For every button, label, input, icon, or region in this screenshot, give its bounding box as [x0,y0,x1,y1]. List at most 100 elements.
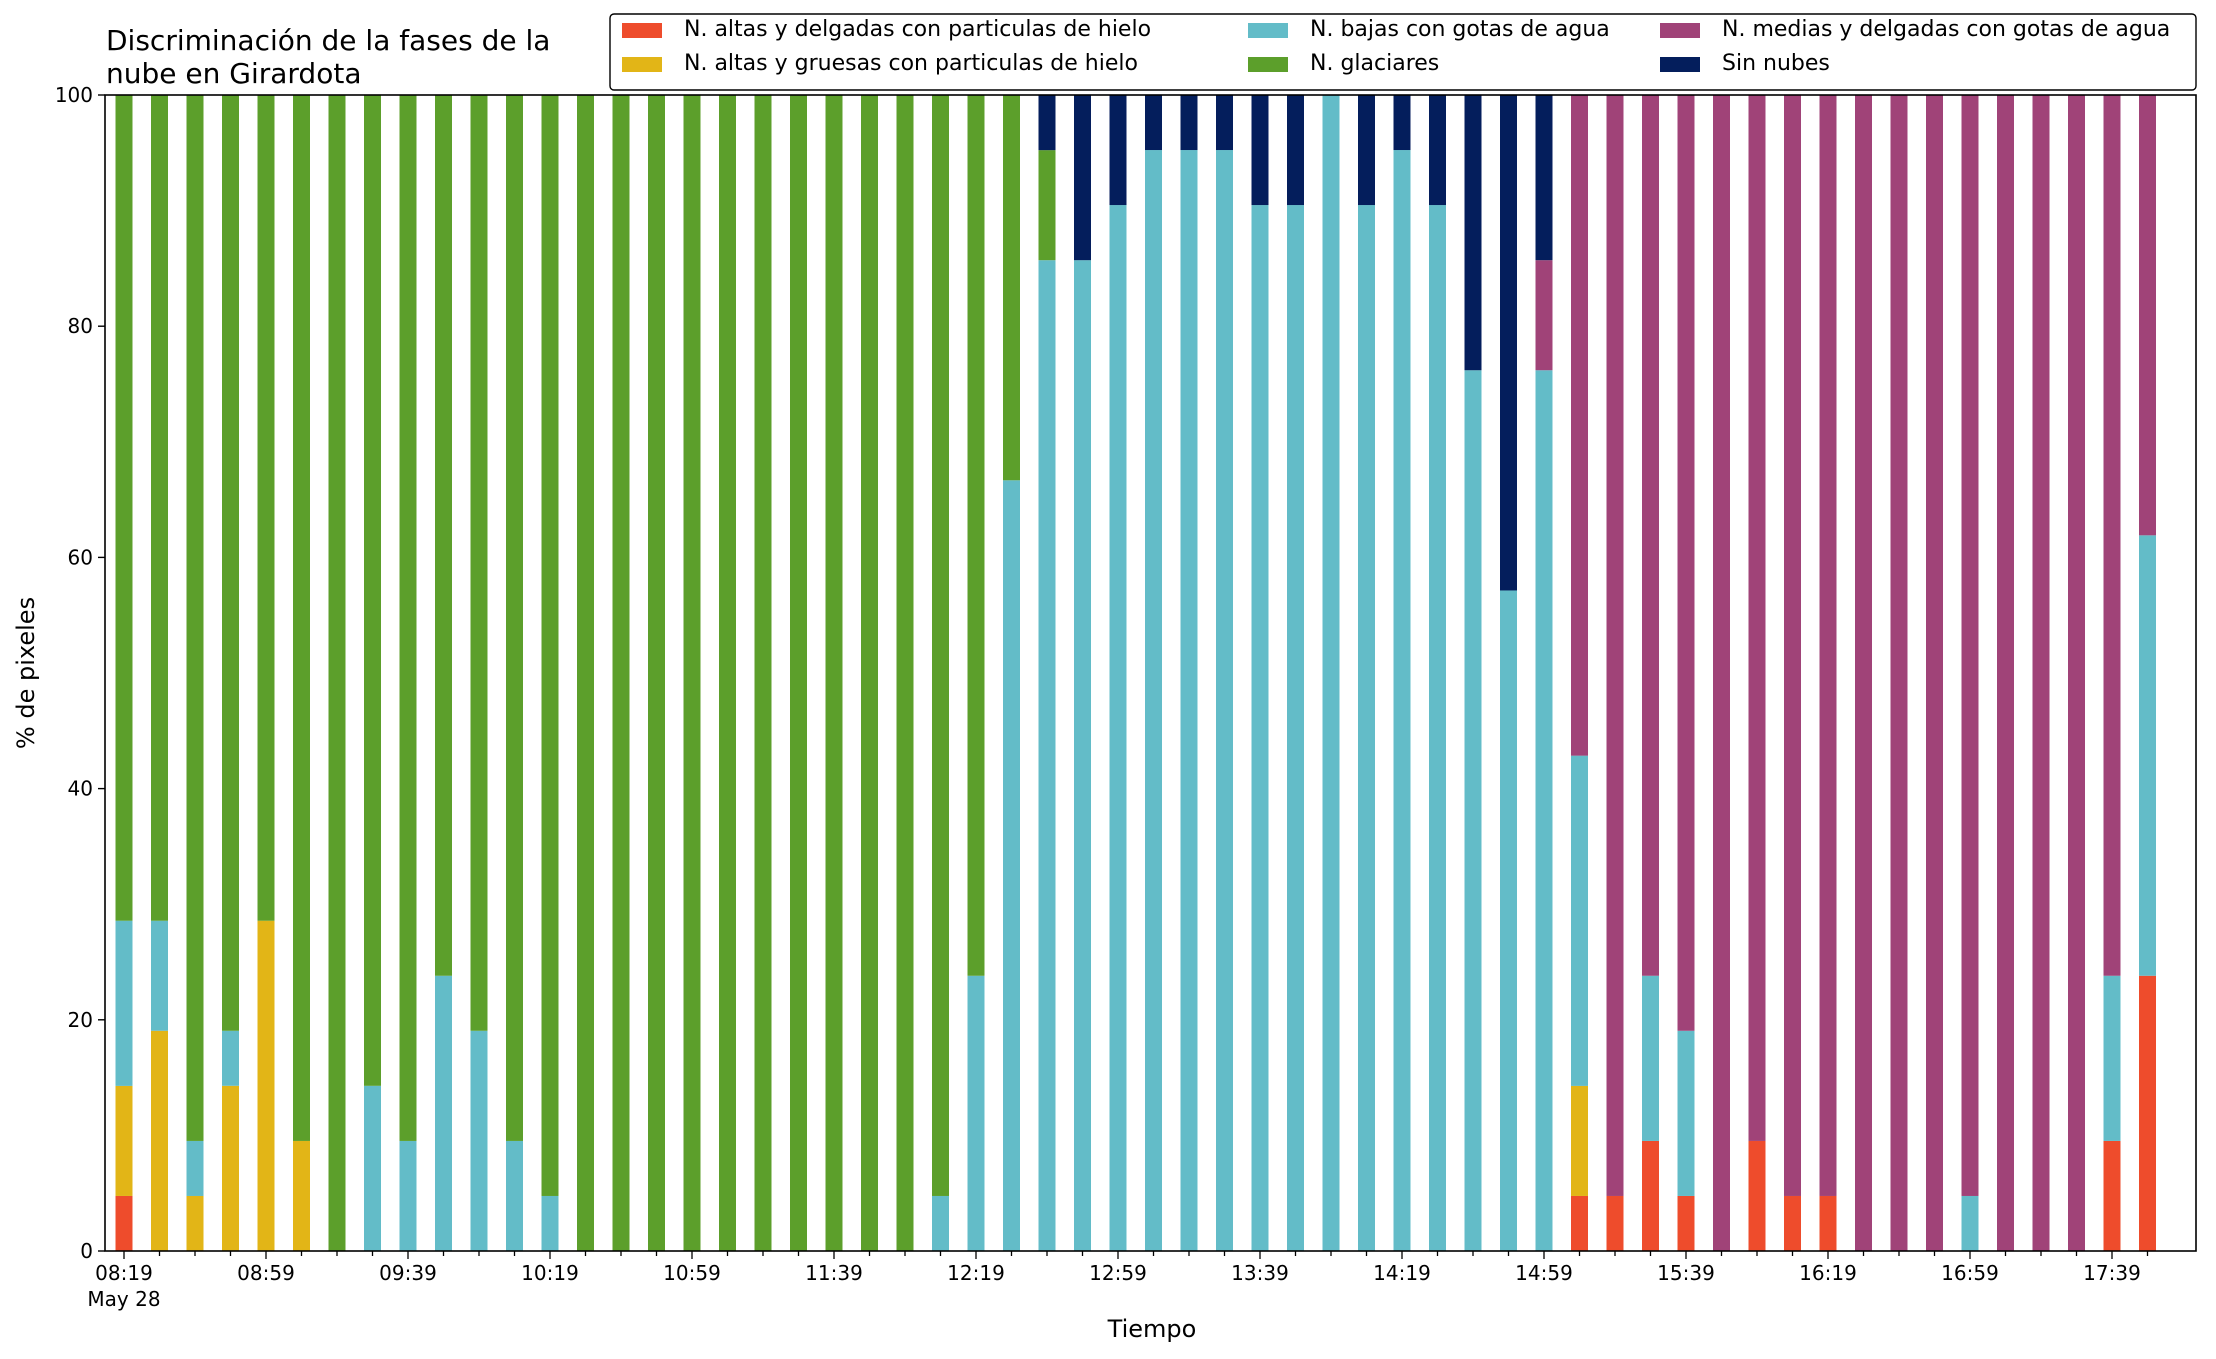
bar-segment-3-14 [612,95,630,1251]
bar-segment-2-44 [1677,1030,1695,1196]
bar-segment-2-11 [506,1140,523,1251]
bar-segment-4-47 [1784,95,1801,1196]
x-tick-label: 11:39 [805,1261,863,1285]
bar-segment-2-3 [222,1030,239,1086]
bar-segment-1-41 [1571,1085,1588,1196]
bar-segment-2-38 [1464,370,1482,1251]
x-tick-label: 14:19 [1373,1261,1431,1285]
x-axis: 08:19 08:59 09:39 10:19 10:59 11:39 12:19 12:59… [87,1251,2149,1311]
bar-segment-5-35 [1358,95,1375,206]
bar-segment-3-12 [541,95,559,1196]
x-tick-label: 10:59 [663,1261,721,1285]
bar-segment-4-56 [2103,95,2121,976]
bar-segment-2-26 [1038,260,1056,1251]
bar-segment-2-24 [967,975,985,1251]
x-tick-label: 08:19 [95,1261,153,1285]
bar-segment-2-23 [932,1195,949,1251]
legend-swatch [1248,23,1288,38]
bar-segment-4-42 [1606,95,1624,1196]
y-tick-label: 0 [80,1239,93,1263]
bar-segment-3-10 [470,95,488,1031]
bar-segment-3-13 [577,95,594,1251]
bar-segment-4-57 [2139,95,2156,536]
bar-segment-5-36 [1393,95,1411,151]
chart-title-line1: Discriminación de la fases de la [106,24,550,57]
bar-segment-1-0 [115,1085,133,1196]
bar-segment-5-32 [1251,95,1269,206]
y-tick-label: 80 [68,314,93,338]
bar-segment-4-50 [1890,95,1908,1251]
bar-segment-3-17 [719,95,736,1251]
bar-segment-2-34 [1322,95,1340,1251]
bar-segment-3-25 [1003,95,1020,481]
bar-segment-1-1 [151,1030,168,1251]
bar-segment-4-45 [1713,95,1730,1251]
bar-segment-5-33 [1287,95,1304,206]
x-tick-label: 12:19 [947,1261,1005,1285]
bar-segment-2-12 [541,1195,559,1251]
legend-swatch [1248,57,1288,72]
bar-segment-4-44 [1677,95,1695,1031]
bar-segment-3-26 [1038,150,1056,261]
x-tick-label: 10:19 [521,1261,579,1285]
bar-segment-0-42 [1606,1195,1624,1251]
bar-segment-5-26 [1038,95,1056,151]
bar-segment-5-40 [1535,95,1553,261]
bar-segment-5-37 [1429,95,1446,206]
bar-segment-5-30 [1180,95,1198,151]
x-tick-label: 16:59 [1941,1261,1999,1285]
x-tick-label: 16:19 [1799,1261,1857,1285]
bar-segment-4-40 [1535,260,1553,371]
legend-label: N. medias y delgadas con gotas de agua [1722,17,2170,42]
bar-segment-2-56 [2103,975,2121,1141]
bar-segment-2-43 [1642,975,1659,1141]
bar-segment-3-16 [683,95,701,1251]
bar-segment-3-3 [222,95,239,1031]
bar-segment-4-53 [1997,95,2014,1251]
bar-segment-3-22 [896,95,914,1251]
bar-segment-5-28 [1109,95,1127,206]
bar-segment-2-40 [1535,370,1553,1251]
bar-segment-3-15 [648,95,665,1251]
legend-swatch [1660,57,1700,72]
bar-segment-3-19 [790,95,807,1251]
bar-segment-0-47 [1784,1195,1801,1251]
bar-segment-2-41 [1571,755,1588,1086]
x-tick-label: 15:39 [1657,1261,1715,1285]
bar-segment-2-30 [1180,150,1198,1251]
legend: N. altas y delgadas con particulas de hi… [609,13,2197,91]
bar-segment-2-32 [1251,205,1269,1251]
bar-segment-3-20 [825,95,843,1251]
bar-segment-0-56 [2103,1140,2121,1251]
bar-segment-0-43 [1642,1140,1659,1251]
bar-segment-2-9 [435,975,452,1251]
x-axis-label: Tiempo [1107,1315,1197,1343]
x-tick-label: 09:39 [379,1261,437,1285]
legend-swatch [1660,23,1700,38]
bar-segment-4-49 [1855,95,1872,1251]
bar-segment-3-0 [115,95,133,921]
bar-segment-0-48 [1819,1195,1837,1251]
bar-segment-4-41 [1571,95,1588,756]
bar-segment-2-36 [1393,150,1411,1251]
bar-segment-2-7 [364,1085,381,1251]
bar-segment-2-25 [1003,480,1020,1251]
legend-label: N. bajas con gotas de agua [1310,17,1610,42]
x-tick-label: 17:39 [2083,1261,2141,1285]
bar-segment-2-0 [115,920,133,1086]
bar-segment-2-28 [1109,205,1127,1251]
bar-segment-3-24 [967,95,985,976]
y-tick-label: 60 [68,545,93,569]
bar-segment-2-31 [1216,150,1233,1251]
legend-frame [609,13,2197,91]
bar-segment-3-21 [861,95,878,1251]
bar-segment-3-18 [754,95,772,1251]
x-tick-label: 08:59 [237,1261,295,1285]
bar-segment-3-2 [186,95,204,1141]
legend-label: N. glaciares [1310,51,1439,76]
bar-segment-1-5 [293,1140,310,1251]
bar-segment-3-6 [328,95,346,1251]
bar-segment-4-54 [2032,95,2050,1251]
legend-label: Sin nubes [1722,51,1830,76]
